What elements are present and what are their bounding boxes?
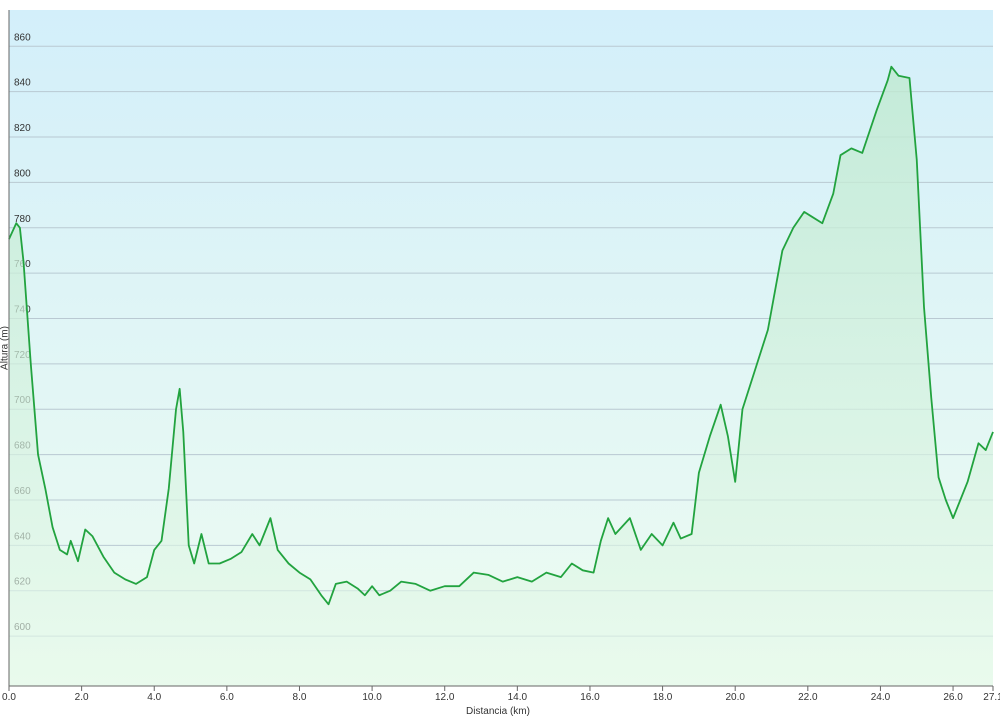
x-tick-label: 24.0 [871, 692, 891, 703]
y-tick-label: 780 [14, 214, 31, 225]
x-tick-label: 8.0 [293, 692, 307, 703]
y-axis-label: Altura (m) [0, 326, 11, 370]
x-tick-label: 27.1 [983, 692, 1000, 703]
x-tick-label: 20.0 [725, 692, 745, 703]
y-tick-label: 860 [14, 32, 31, 43]
elevation-line [8, 65, 994, 606]
y-tick-label: 840 [14, 78, 31, 89]
x-tick-label: 4.0 [147, 692, 161, 703]
x-tick-label: 22.0 [798, 692, 818, 703]
x-tick-label: 14.0 [508, 692, 528, 703]
x-tick-label: 26.0 [943, 692, 963, 703]
x-tick-label: 16.0 [580, 692, 600, 703]
x-tick-label: 10.0 [362, 692, 382, 703]
x-tick-label: 12.0 [435, 692, 455, 703]
x-tick-label: 18.0 [653, 692, 673, 703]
x-tick-label: 0.0 [2, 692, 16, 703]
x-tick-label: 2.0 [75, 692, 89, 703]
area [9, 66, 993, 686]
y-tick-label: 800 [14, 168, 31, 179]
x-tick-label: 6.0 [220, 692, 234, 703]
x-axis-label: Distancia (km) [466, 706, 530, 717]
y-tick-label: 820 [14, 123, 31, 134]
